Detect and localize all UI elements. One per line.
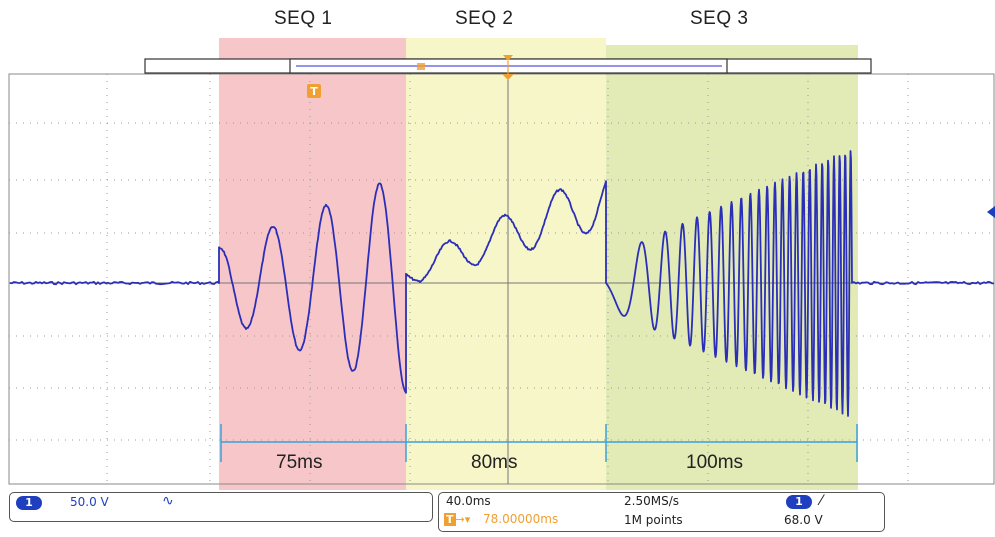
horizontal-settings-panel[interactable]: 40.0ms T →▾ 78.00000ms 2.50MS/s 1M points… [438, 492, 885, 532]
channel-1-badge[interactable]: 1 [16, 496, 42, 510]
seq1-label: SEQ 1 [274, 8, 333, 29]
seq3-band [606, 45, 858, 490]
trigger-channel-badge[interactable]: 1 [786, 495, 812, 509]
graticule-frame [8, 73, 995, 485]
waveform-trace [9, 150, 995, 417]
duration-markers [220, 424, 858, 462]
trigger-marker-icon: T [307, 84, 321, 98]
svg-text:T: T [310, 85, 318, 98]
vertical-settings-panel[interactable]: 1 50.0 V ∿ [9, 492, 433, 522]
seq2-duration: 80ms [471, 452, 518, 473]
seq1-duration: 75ms [276, 452, 323, 473]
trigger-slope-icon: ⁄ [820, 493, 823, 509]
trigger-position-marker [502, 55, 514, 80]
trigger-level-indicator [987, 206, 995, 218]
seq2-band [406, 38, 606, 490]
trigger-level[interactable]: 68.0 V [784, 513, 823, 527]
seq2-label: SEQ 2 [455, 8, 514, 29]
seq3-label: SEQ 3 [690, 8, 749, 29]
seq3-duration: 100ms [686, 452, 744, 473]
trigger-window-marker [417, 63, 425, 70]
sample-rate: 2.50MS/s [624, 494, 679, 508]
seq1-band [219, 38, 406, 490]
trigger-position-value[interactable]: 78.00000ms [483, 512, 559, 526]
volts-per-div[interactable]: 50.0 V [70, 495, 109, 509]
status-bar: 1 50.0 V ∿ 40.0ms T →▾ 78.00000ms 2.50MS/… [0, 490, 995, 532]
record-length[interactable]: 1M points [624, 513, 683, 527]
time-per-div[interactable]: 40.0ms [446, 494, 491, 508]
ac-coupling-icon: ∿ [162, 493, 174, 509]
trigger-position-icon: T →▾ [444, 513, 471, 526]
